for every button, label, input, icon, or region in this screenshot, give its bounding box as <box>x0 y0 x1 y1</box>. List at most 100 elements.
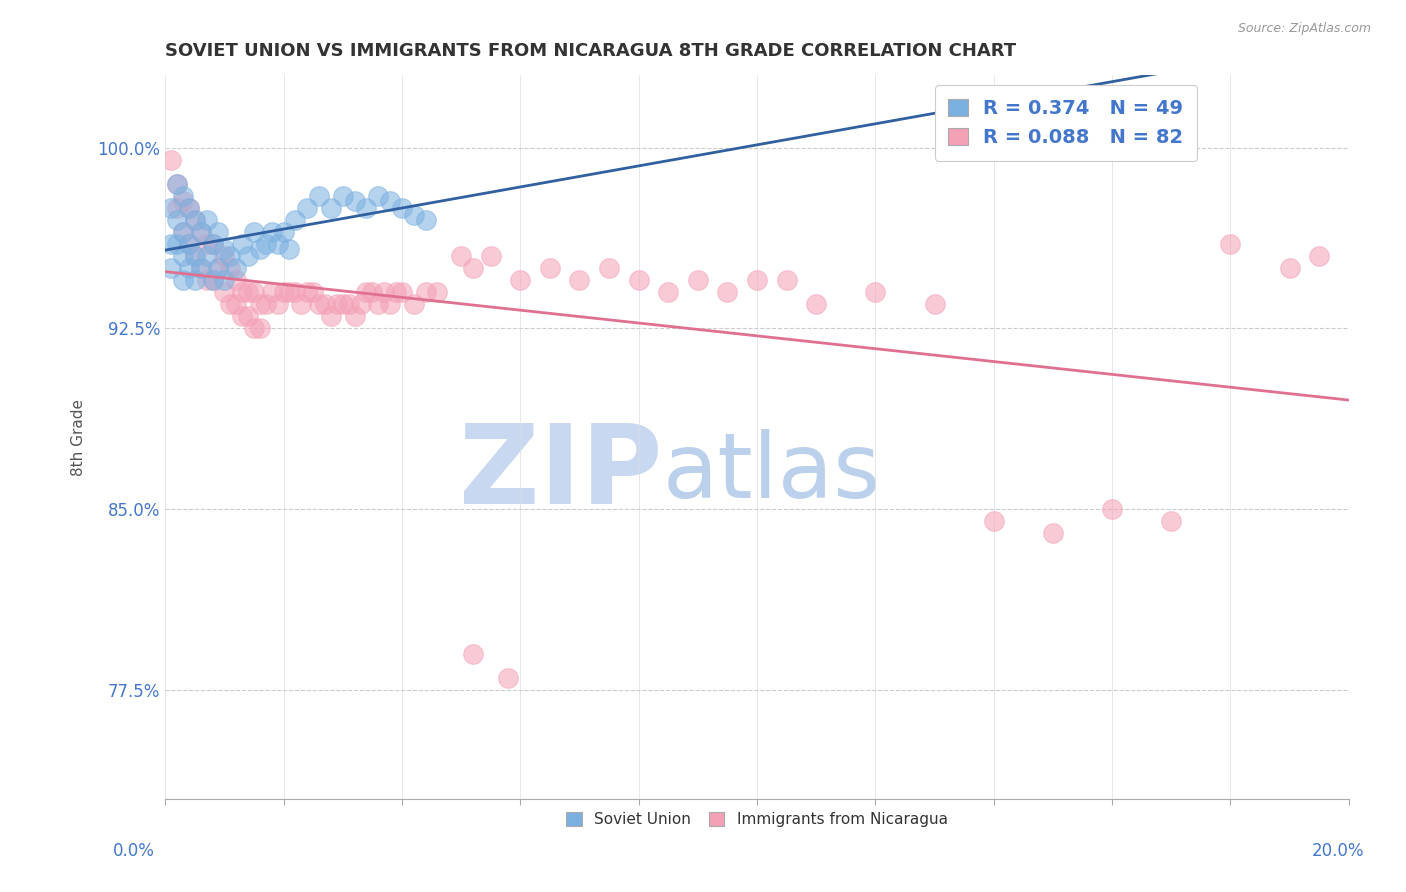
Point <box>236 310 259 324</box>
Point <box>166 177 188 191</box>
Point <box>231 237 253 252</box>
Point <box>190 261 212 276</box>
Point <box>1278 261 1301 276</box>
Point <box>1219 237 1241 252</box>
Point <box>332 189 354 203</box>
Point <box>177 201 200 215</box>
Point <box>214 285 236 300</box>
Point <box>166 213 188 227</box>
Point <box>207 261 229 276</box>
Point <box>219 249 242 263</box>
Point <box>214 242 236 256</box>
Point <box>172 249 194 263</box>
Point <box>177 201 200 215</box>
Point <box>236 285 259 300</box>
Point <box>498 671 520 685</box>
Point <box>207 261 229 276</box>
Point <box>1160 515 1182 529</box>
Point <box>195 237 218 252</box>
Point <box>184 213 207 227</box>
Point <box>391 201 413 215</box>
Point <box>1101 502 1123 516</box>
Point <box>243 321 266 335</box>
Text: 0.0%: 0.0% <box>112 842 155 860</box>
Point <box>865 285 887 300</box>
Point <box>177 237 200 252</box>
Point <box>260 285 283 300</box>
Point <box>214 273 236 287</box>
Point <box>361 285 384 300</box>
Point <box>266 237 288 252</box>
Point <box>356 201 378 215</box>
Point <box>249 321 271 335</box>
Point <box>201 273 224 287</box>
Point <box>166 201 188 215</box>
Point <box>415 213 437 227</box>
Point <box>349 297 371 311</box>
Point <box>415 285 437 300</box>
Point <box>172 225 194 239</box>
Point <box>479 249 502 263</box>
Legend: Soviet Union, Immigrants from Nicaragua: Soviet Union, Immigrants from Nicaragua <box>558 805 955 835</box>
Point <box>385 285 408 300</box>
Point <box>219 297 242 311</box>
Point <box>378 297 401 311</box>
Point <box>308 189 330 203</box>
Point <box>249 242 271 256</box>
Point <box>166 237 188 252</box>
Point <box>319 310 342 324</box>
Point <box>983 515 1005 529</box>
Point <box>657 285 679 300</box>
Point <box>207 225 229 239</box>
Point <box>172 273 194 287</box>
Point <box>172 189 194 203</box>
Point <box>273 225 295 239</box>
Point <box>326 297 349 311</box>
Point <box>378 194 401 208</box>
Point <box>391 285 413 300</box>
Point <box>509 273 531 287</box>
Point <box>160 237 183 252</box>
Point <box>450 249 472 263</box>
Point <box>686 273 709 287</box>
Y-axis label: 8th Grade: 8th Grade <box>72 399 86 475</box>
Point <box>308 297 330 311</box>
Point <box>716 285 738 300</box>
Point <box>195 273 218 287</box>
Point <box>243 225 266 239</box>
Point <box>249 297 271 311</box>
Point <box>1042 526 1064 541</box>
Point <box>343 310 366 324</box>
Point <box>1308 249 1330 263</box>
Text: atlas: atlas <box>662 429 880 517</box>
Point <box>225 273 247 287</box>
Point <box>461 261 484 276</box>
Point <box>201 237 224 252</box>
Point <box>172 225 194 239</box>
Point <box>160 201 183 215</box>
Text: Source: ZipAtlas.com: Source: ZipAtlas.com <box>1237 22 1371 36</box>
Point <box>538 261 561 276</box>
Point <box>160 153 183 167</box>
Point <box>260 225 283 239</box>
Point <box>184 213 207 227</box>
Point <box>568 273 591 287</box>
Point <box>177 261 200 276</box>
Point <box>402 297 425 311</box>
Point <box>190 225 212 239</box>
Point <box>231 310 253 324</box>
Point <box>201 273 224 287</box>
Point <box>745 273 768 287</box>
Point <box>284 285 307 300</box>
Point <box>806 297 828 311</box>
Point <box>254 297 277 311</box>
Point <box>284 213 307 227</box>
Point <box>278 285 301 300</box>
Point <box>177 237 200 252</box>
Point <box>367 189 389 203</box>
Point <box>184 249 207 263</box>
Point <box>337 297 360 311</box>
Point <box>297 285 319 300</box>
Point <box>184 273 207 287</box>
Point <box>225 297 247 311</box>
